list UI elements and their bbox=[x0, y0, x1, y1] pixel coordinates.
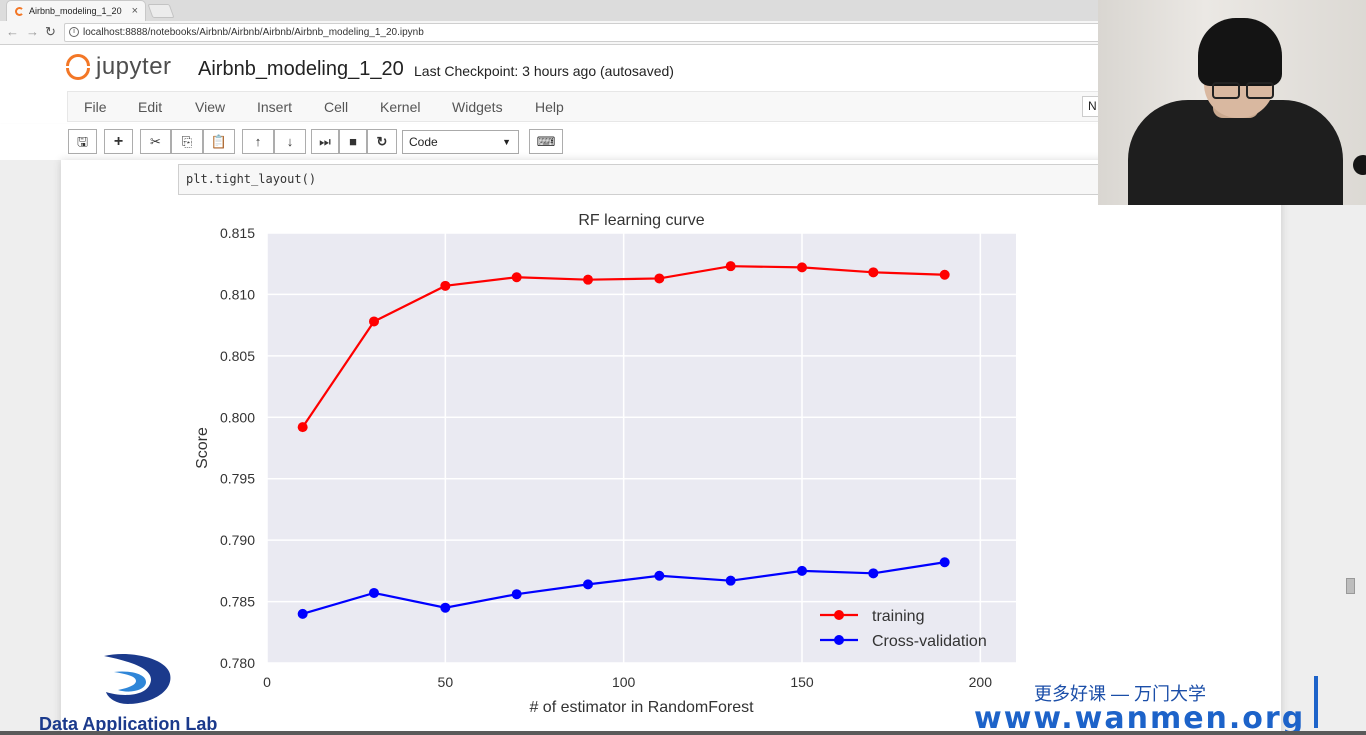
jupyter-favicon-icon bbox=[15, 7, 24, 16]
tab-title: Airbnb_modeling_1_20 bbox=[29, 6, 122, 16]
cell-type-value: Code bbox=[409, 135, 438, 149]
move-down-icon[interactable]: ↓ bbox=[274, 129, 306, 154]
data-application-lab-logo-icon bbox=[104, 654, 171, 704]
url-text: localhost:8888/notebooks/Airbnb/Airbnb/A… bbox=[83, 27, 424, 38]
url-field[interactable]: i localhost:8888/notebooks/Airbnb/Airbnb… bbox=[64, 23, 1104, 42]
forward-arrow-icon[interactable]: → bbox=[26, 24, 39, 39]
chart-title: RF learning curve bbox=[578, 212, 704, 229]
data-point bbox=[654, 273, 665, 284]
copy-icon[interactable]: ⎘ bbox=[171, 129, 203, 154]
menu-edit[interactable]: Edit bbox=[138, 99, 163, 115]
data-point bbox=[939, 557, 950, 568]
cut-icon[interactable]: ✂ bbox=[140, 129, 171, 154]
presenter-hair bbox=[1198, 18, 1282, 86]
y-tick-label: 0.810 bbox=[220, 286, 255, 302]
data-point bbox=[369, 587, 379, 598]
y-axis-label: Score bbox=[194, 427, 211, 469]
legend-marker bbox=[834, 635, 844, 645]
y-tick-label: 0.805 bbox=[220, 348, 255, 364]
menu-file[interactable]: File bbox=[84, 99, 107, 115]
checkpoint-status: Last Checkpoint: 3 hours ago (autosaved) bbox=[414, 63, 674, 79]
add-cell-icon[interactable]: + bbox=[104, 129, 133, 154]
slogan-watermark: 更多好课 — 万门大学 bbox=[1034, 684, 1207, 704]
plot-area bbox=[267, 233, 1016, 663]
data-point bbox=[797, 262, 807, 273]
x-tick-label: 150 bbox=[790, 674, 814, 690]
x-axis-label: # of estimator in RandomForest bbox=[529, 699, 754, 716]
lab-name-watermark: Data Application Lab bbox=[39, 714, 218, 734]
data-point bbox=[654, 570, 665, 581]
x-tick-label: 0 bbox=[263, 674, 271, 690]
move-up-icon[interactable]: ↑ bbox=[242, 129, 274, 154]
info-icon[interactable]: i bbox=[69, 27, 79, 37]
stop-icon[interactable]: ■ bbox=[339, 129, 367, 154]
data-point bbox=[868, 568, 879, 579]
menu-container: File Edit View Insert Cell Kernel Widget… bbox=[67, 91, 1102, 122]
data-point bbox=[583, 274, 593, 285]
series-line bbox=[301, 265, 945, 428]
menu-help[interactable]: Help bbox=[535, 99, 564, 115]
y-tick-label: 0.800 bbox=[220, 409, 255, 425]
legend-marker bbox=[834, 610, 844, 620]
series-group bbox=[297, 261, 950, 619]
x-tick-label: 100 bbox=[612, 674, 636, 690]
data-point bbox=[797, 565, 807, 576]
y-tick-label: 0.785 bbox=[220, 594, 255, 610]
data-point bbox=[297, 422, 308, 433]
menu-view[interactable]: View bbox=[195, 99, 226, 115]
legend: training Cross-validation bbox=[820, 608, 987, 650]
menu-kernel[interactable]: Kernel bbox=[380, 99, 421, 115]
keyboard-icon[interactable]: ⌨ bbox=[529, 129, 563, 154]
jupyter-logo-text[interactable]: jupyter bbox=[96, 53, 172, 80]
x-tick-label: 200 bbox=[969, 674, 993, 690]
learning-curve-chart: 0 50 100 150 200 0.780 0.785 0.790 0.795 0.800 0.8… bbox=[194, 212, 1016, 716]
menu-widgets[interactable]: Widgets bbox=[452, 99, 503, 115]
y-tick-label: 0.795 bbox=[220, 471, 255, 487]
paste-icon[interactable]: 📋 bbox=[203, 129, 235, 154]
glasses-icon bbox=[1212, 82, 1276, 100]
data-point bbox=[583, 579, 593, 590]
jupyter-logo-icon[interactable] bbox=[66, 53, 90, 81]
data-point bbox=[369, 316, 379, 327]
y-tick-label: 0.790 bbox=[220, 532, 255, 548]
y-tick-label: 0.815 bbox=[220, 225, 255, 241]
bottom-border bbox=[0, 731, 1366, 735]
data-point bbox=[440, 602, 451, 613]
restart-icon[interactable]: ↻ bbox=[367, 129, 397, 154]
x-tick-label: 50 bbox=[438, 674, 454, 690]
y-tick-label: 0.780 bbox=[220, 655, 255, 671]
cell-type-select[interactable]: Code ▼ bbox=[402, 130, 519, 154]
scrollbar-thumb[interactable] bbox=[1346, 578, 1355, 594]
code-cell[interactable]: plt.tight_layout() bbox=[178, 164, 1102, 195]
save-icon[interactable]: 🖫 bbox=[68, 129, 97, 154]
reload-icon[interactable]: ↻ bbox=[45, 24, 56, 39]
data-point bbox=[868, 267, 879, 278]
tab-close-icon[interactable]: × bbox=[131, 5, 138, 17]
menu-insert[interactable]: Insert bbox=[257, 99, 293, 115]
data-point bbox=[725, 575, 736, 586]
back-arrow-icon[interactable]: ← bbox=[6, 24, 19, 39]
browser-tab[interactable]: Airbnb_modeling_1_20 × bbox=[6, 0, 146, 21]
data-point bbox=[511, 589, 522, 600]
data-point bbox=[725, 261, 736, 272]
new-tab-button[interactable] bbox=[147, 4, 175, 18]
chevron-down-icon: ▼ bbox=[502, 137, 511, 147]
site-watermark: www.wanmen.org bbox=[974, 701, 1306, 735]
browser-tabbar: Airbnb_modeling_1_20 × bbox=[0, 0, 1366, 21]
notebook-title[interactable]: Airbnb_modeling_1_20 bbox=[198, 58, 404, 80]
tick-labels: 0 50 100 150 200 0.780 0.785 0.790 0.795 0.800 0.8… bbox=[220, 225, 992, 690]
series-line bbox=[302, 561, 945, 615]
legend-label: Cross-validation bbox=[872, 633, 987, 650]
data-point bbox=[440, 280, 451, 291]
menu-cell[interactable]: Cell bbox=[324, 99, 349, 115]
watermark-divider bbox=[1314, 676, 1318, 728]
grid-lines bbox=[266, 232, 1016, 664]
data-point bbox=[511, 272, 522, 283]
data-point bbox=[297, 608, 308, 619]
data-point bbox=[939, 269, 950, 280]
legend-label: training bbox=[872, 608, 924, 625]
webcam-overlay bbox=[1098, 0, 1366, 205]
run-icon[interactable]: ⏭ bbox=[311, 129, 339, 154]
